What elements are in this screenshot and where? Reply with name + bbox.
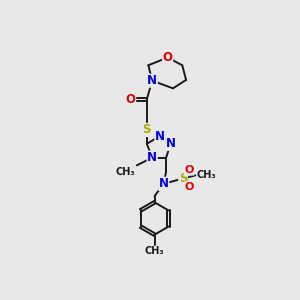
Text: O: O <box>126 93 136 106</box>
Text: O: O <box>184 165 194 175</box>
Text: N: N <box>147 151 157 164</box>
Text: N: N <box>155 130 165 142</box>
Text: N: N <box>147 74 157 87</box>
Text: CH₃: CH₃ <box>197 170 217 180</box>
Text: O: O <box>163 51 172 64</box>
Text: S: S <box>179 172 187 185</box>
Text: S: S <box>142 123 151 136</box>
Text: CH₃: CH₃ <box>116 167 135 177</box>
Text: N: N <box>166 137 176 150</box>
Text: O: O <box>184 182 194 192</box>
Text: CH₃: CH₃ <box>145 246 164 256</box>
Text: N: N <box>159 177 169 190</box>
